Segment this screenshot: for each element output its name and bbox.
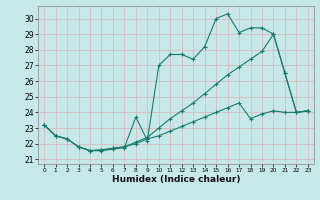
X-axis label: Humidex (Indice chaleur): Humidex (Indice chaleur) — [112, 175, 240, 184]
